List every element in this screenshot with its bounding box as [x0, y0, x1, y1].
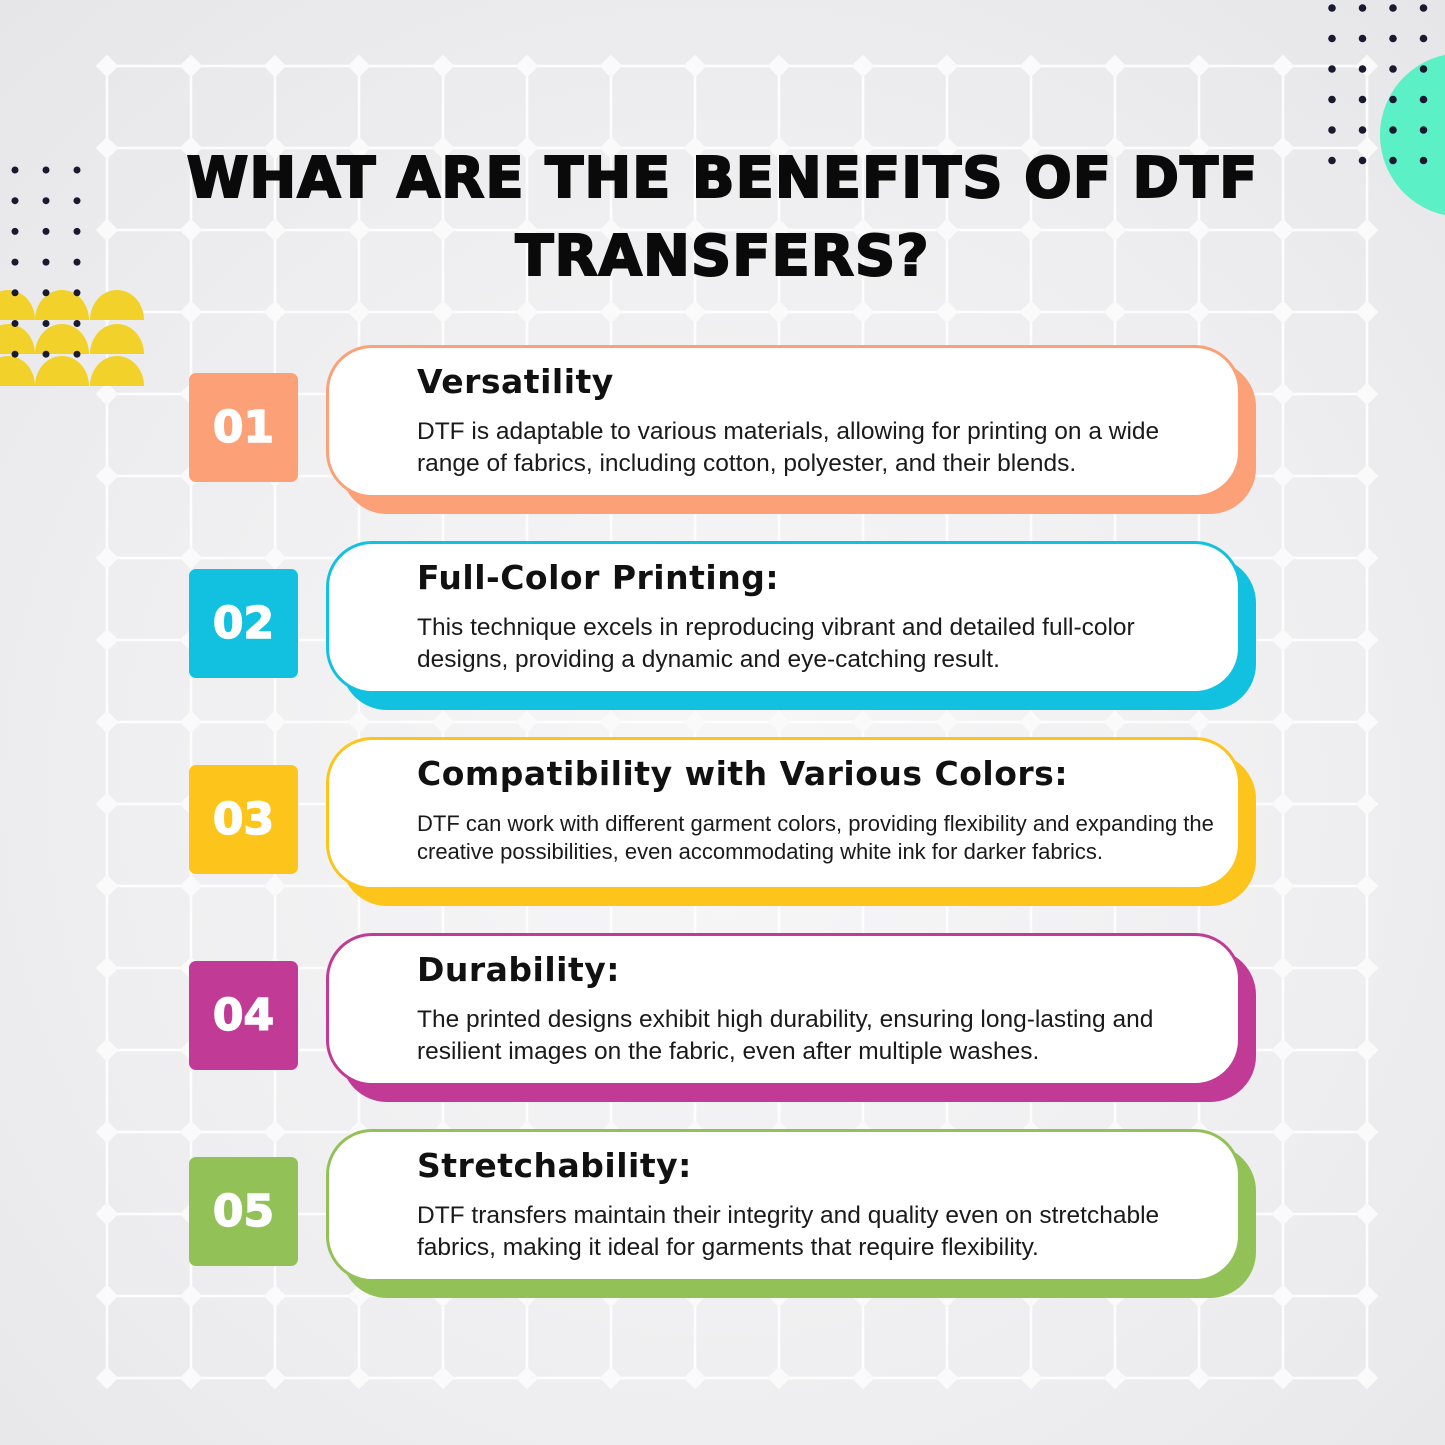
benefit-number-badge: 05 — [189, 1157, 298, 1266]
page-title-line1: WHAT ARE THE BENEFITS OF DTF — [186, 145, 1259, 212]
benefit-description: DTF is adaptable to various materials, a… — [417, 418, 1160, 477]
benefit-card: Durability: The printed designs exhibit … — [326, 933, 1241, 1086]
benefit-heading: Stretchability: — [417, 1146, 692, 1185]
benefit-number-badge: 04 — [189, 961, 298, 1070]
benefit-heading: Durability: — [417, 950, 620, 989]
page-title-line2: TRANSFERS? — [514, 223, 930, 290]
benefit-description: DTF can work with different garment colo… — [417, 811, 1214, 864]
benefit-heading: Compatibility with Various Colors: — [417, 754, 1069, 793]
benefit-description: The printed designs exhibit high durabil… — [417, 1006, 1154, 1065]
benefit-heading: Full-Color Printing: — [417, 558, 780, 597]
benefit-description: This technique excels in reproducing vib… — [417, 614, 1135, 673]
benefit-description: DTF transfers maintain their integrity a… — [417, 1202, 1160, 1261]
benefit-heading: Versatility — [417, 362, 614, 401]
benefit-card: Versatility DTF is adaptable to various … — [326, 345, 1241, 498]
benefit-number-badge: 02 — [189, 569, 298, 678]
benefit-card: Full-Color Printing: This technique exce… — [326, 541, 1241, 694]
benefit-number-badge: 01 — [189, 373, 298, 482]
benefit-card: Stretchability: DTF transfers maintain t… — [326, 1129, 1241, 1282]
benefit-number-badge: 03 — [189, 765, 298, 874]
benefit-card: Compatibility with Various Colors: DTF c… — [326, 737, 1241, 890]
